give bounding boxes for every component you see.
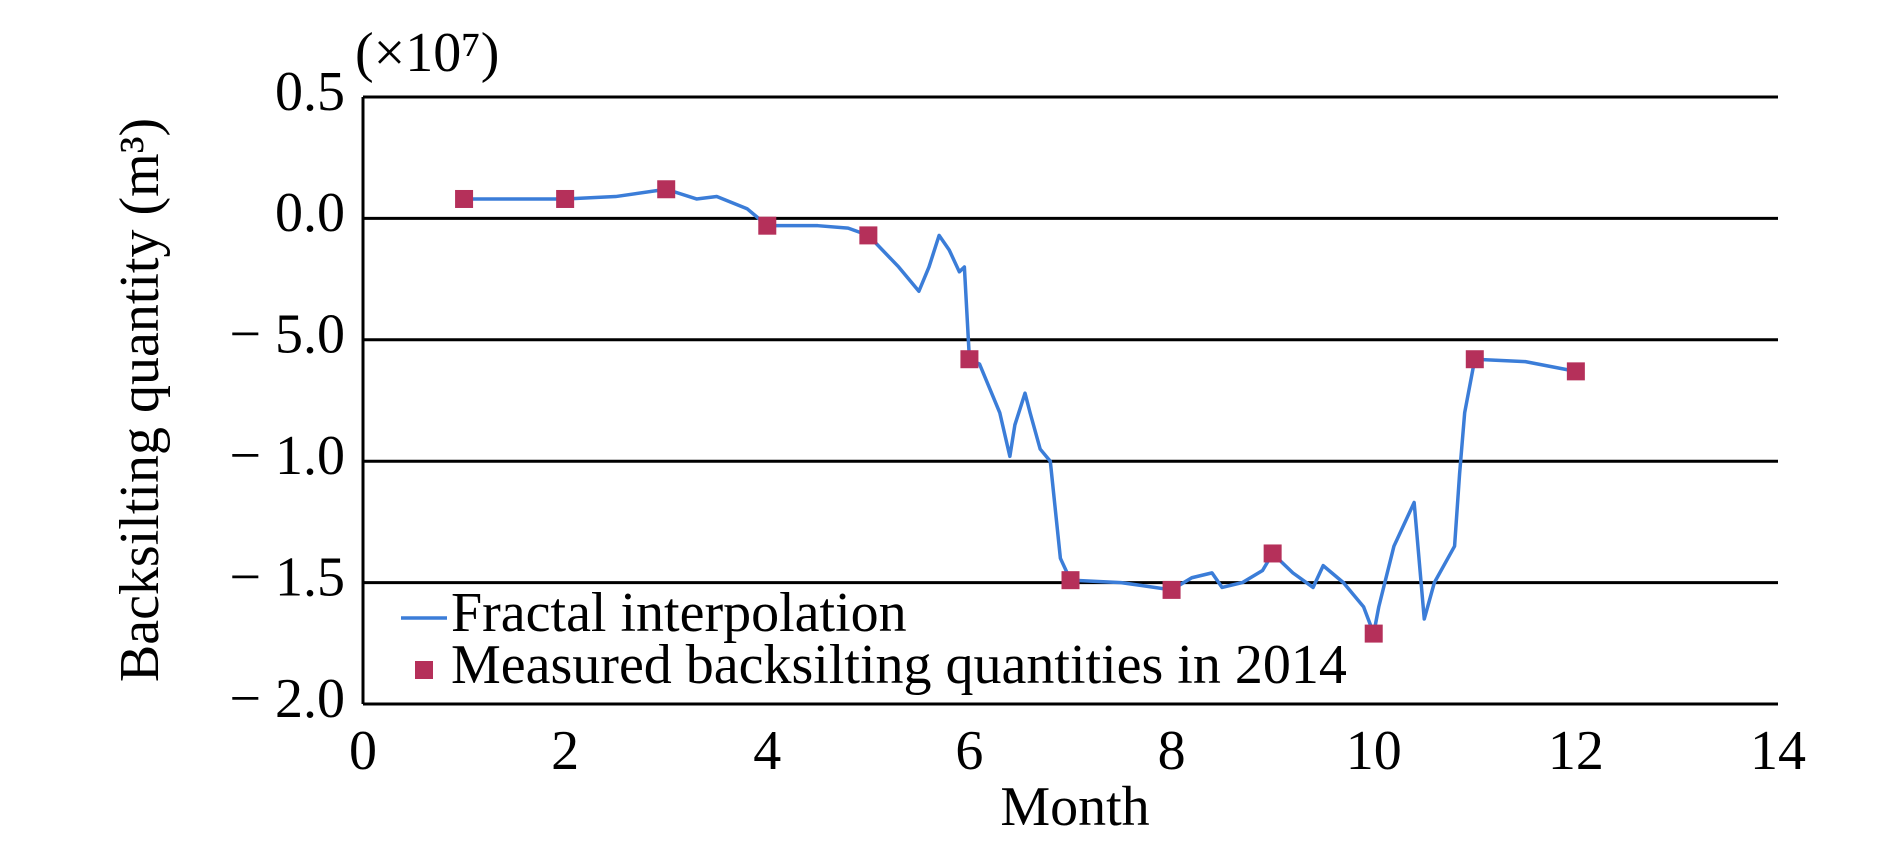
marker — [1364, 624, 1383, 643]
line — [464, 187, 1577, 636]
axis-unit: (×10⁷) — [355, 22, 499, 84]
y-axis-label: Backsilting quantity (m³) — [109, 118, 171, 682]
x-tick-label: 4 — [753, 720, 781, 782]
x-tick-label: 12 — [1548, 720, 1604, 782]
x-tick-label: 14 — [1750, 720, 1806, 782]
y-tick-label: − 1.5 — [229, 546, 345, 608]
x-axis-label: Month — [1000, 776, 1149, 838]
y-tick-label: 0.0 — [275, 182, 345, 244]
y-tick-label: − 1.0 — [229, 425, 345, 487]
marker — [1465, 350, 1484, 369]
marker — [758, 216, 777, 235]
marker — [1162, 580, 1181, 599]
legend-label: Measured backsilting quantities in 2014 — [451, 634, 1347, 696]
x-tick-label: 0 — [349, 720, 377, 782]
marker — [455, 189, 474, 208]
marker — [859, 226, 878, 245]
y-tick-label: − 2.0 — [229, 668, 345, 730]
y-tick-label: 0.5 — [275, 61, 345, 123]
x-tick-label: 10 — [1346, 720, 1402, 782]
legend-swatch — [415, 661, 433, 679]
x-tick-label: 6 — [955, 720, 983, 782]
legend-label: Fractal interpolation — [451, 582, 907, 644]
marker — [1263, 544, 1282, 563]
marker — [556, 189, 575, 208]
x-tick-label: 2 — [551, 720, 579, 782]
marker — [960, 350, 979, 369]
marker — [1061, 571, 1080, 590]
y-tick-label: − 5.0 — [229, 304, 345, 366]
marker — [657, 180, 676, 199]
x-tick-label: 8 — [1158, 720, 1186, 782]
marker — [1566, 362, 1585, 381]
